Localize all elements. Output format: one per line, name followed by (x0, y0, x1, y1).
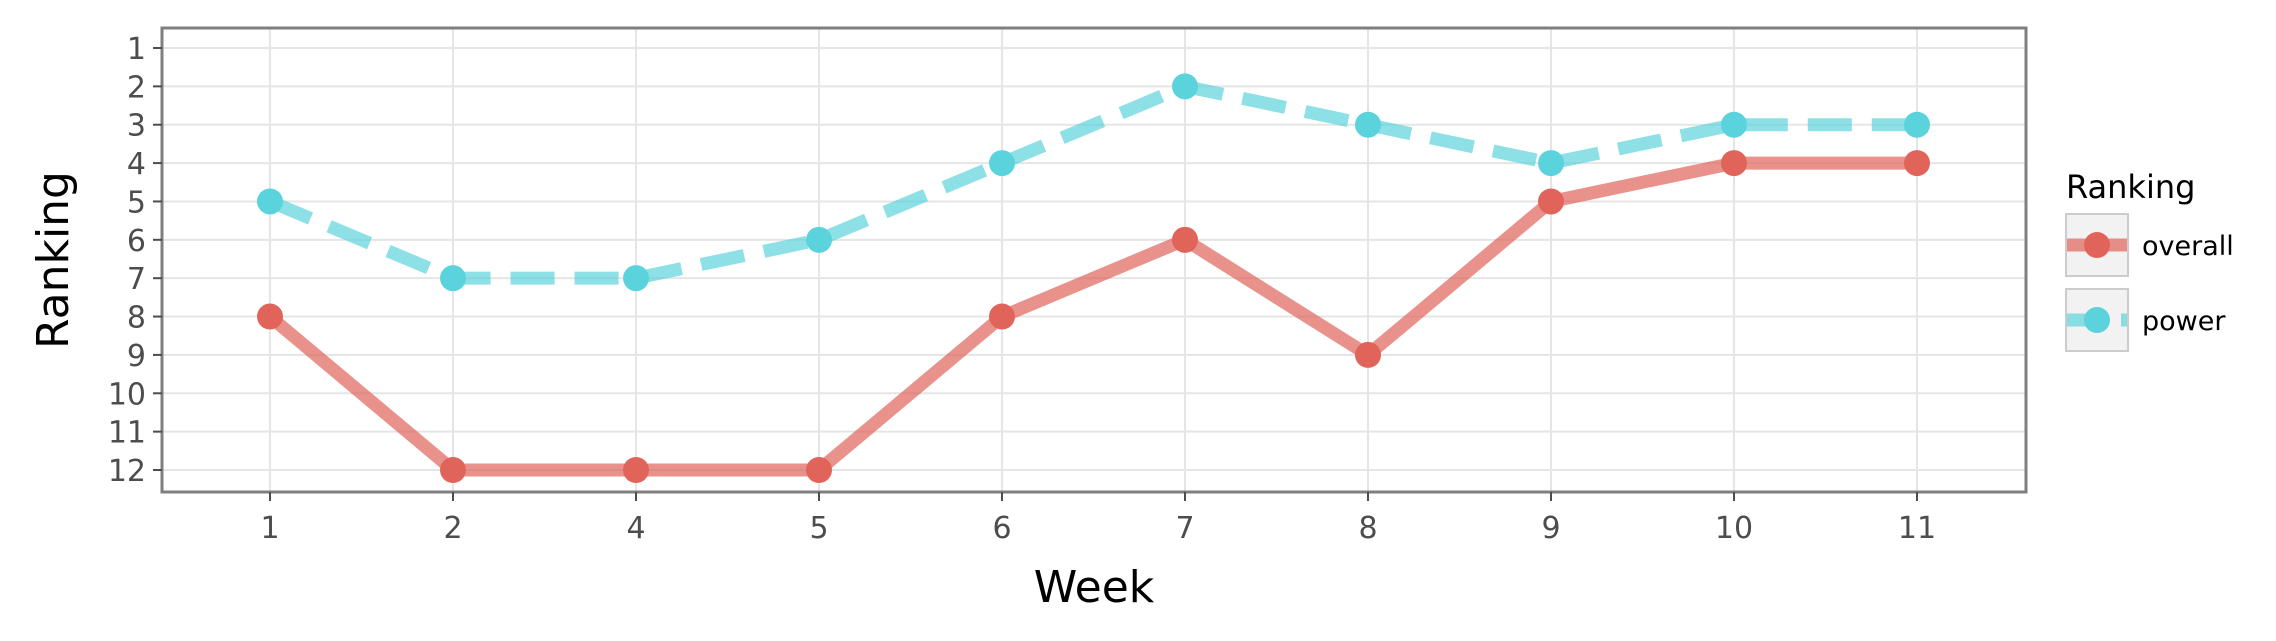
point-overall (806, 457, 832, 483)
x-tick-label: 6 (992, 511, 1011, 546)
series-line-power (267, 79, 1917, 285)
y-tick-label: 9 (127, 339, 146, 374)
legend-key-point (2084, 307, 2110, 333)
legend-title: Ranking (2066, 168, 2195, 206)
x-tick-label: 7 (1175, 511, 1194, 546)
y-tick-label: 1 (127, 32, 146, 67)
series-line-overall (265, 156, 1917, 477)
legend-key-point (2084, 232, 2110, 258)
point-overall (440, 457, 466, 483)
point-power (1172, 73, 1198, 100)
point-overall (1538, 188, 1564, 215)
plot-panel-background (162, 28, 2026, 492)
legend-item-overall: overall (2065, 213, 2234, 277)
y-axis-title: Ranking (28, 171, 79, 349)
point-power (440, 265, 466, 292)
point-power (1904, 111, 1930, 138)
point-power (623, 265, 649, 292)
y-tick-label: 6 (127, 224, 146, 259)
point-overall (1904, 150, 1930, 177)
y-tick-label: 10 (108, 377, 146, 412)
x-tick-label: 5 (809, 511, 828, 546)
point-overall (1355, 341, 1381, 368)
y-tick-label: 12 (108, 454, 146, 489)
x-tick-label: 1 (260, 511, 279, 546)
y-tick-label: 4 (127, 147, 146, 182)
x-tick-label: 2 (443, 511, 462, 546)
x-tick-label: 9 (1541, 511, 1560, 546)
point-overall (1721, 150, 1747, 177)
point-overall (623, 457, 649, 483)
x-tick-label: 4 (626, 511, 645, 546)
legend-label-power: power (2142, 306, 2226, 337)
legend-item-power: power (2065, 288, 2226, 352)
x-tick-label: 11 (1898, 511, 1936, 546)
y-tick-label: 5 (127, 185, 146, 220)
x-tick-label: 8 (1358, 511, 1377, 546)
legend-label-overall: overall (2142, 231, 2234, 262)
point-overall (257, 303, 283, 330)
legend-items: overall power (2065, 213, 2234, 352)
point-power (1721, 111, 1747, 138)
point-power (1538, 150, 1564, 177)
y-tick-label: 8 (127, 301, 146, 336)
series-lines (265, 79, 1917, 477)
axis-ticks (153, 47, 1918, 501)
grid-lines (162, 28, 2026, 492)
point-overall (1172, 226, 1198, 253)
plot-panel-border (160, 26, 2028, 494)
x-tick-label: 10 (1715, 511, 1753, 546)
series-points (257, 73, 1930, 483)
x-axis-title: Week (1034, 562, 1155, 613)
point-power (257, 188, 283, 215)
y-tick-label: 3 (127, 109, 146, 144)
point-overall (989, 303, 1015, 330)
point-power (989, 150, 1015, 177)
point-power (806, 226, 832, 253)
y-tick-label: 11 (108, 416, 146, 451)
y-tick-label: 2 (127, 70, 146, 105)
point-power (1355, 111, 1381, 138)
y-tick-label: 7 (127, 262, 146, 297)
legend: Ranking overall power (2065, 168, 2234, 352)
